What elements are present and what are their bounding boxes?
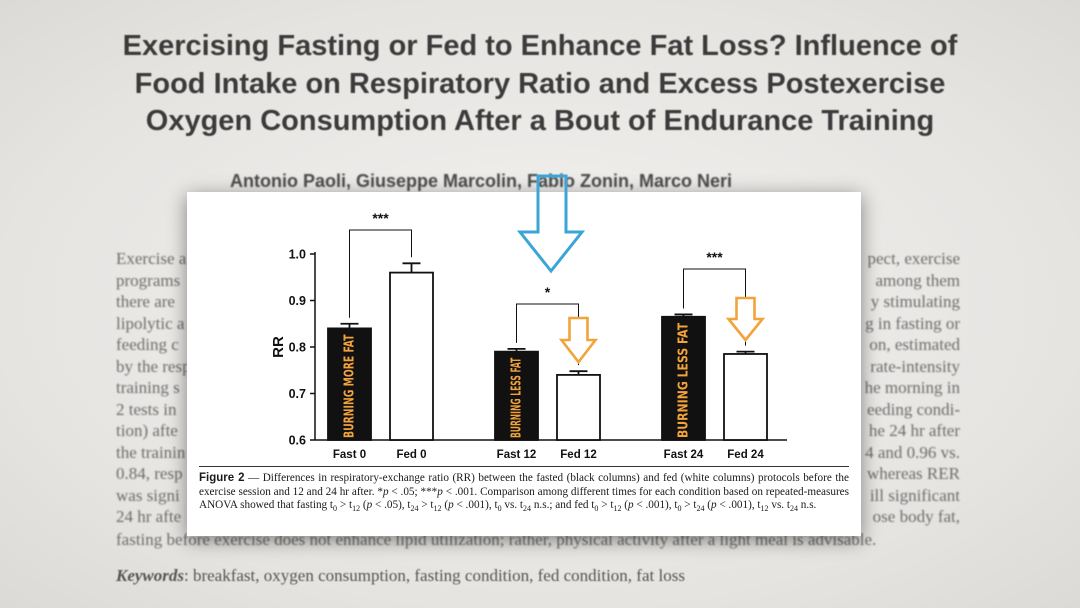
y-tick-label: 0.8 <box>289 341 306 355</box>
y-tick-label: 0.7 <box>289 387 306 401</box>
abstract-line: tion) afte <box>116 421 178 440</box>
abstract-line: ose body fat, <box>872 507 960 526</box>
bar-fast-24 <box>661 315 706 441</box>
rr-bar-chart: 0.6 0.7 0.8 0.9 1.0 RR Fast 0 Fed 0 Fast 12 Fed 1… <box>270 210 787 461</box>
bar-fast-0 <box>327 327 372 441</box>
arrow-down-icon <box>725 296 766 343</box>
abstract-line: lipolytic a <box>116 313 185 333</box>
x-tick-label: Fast 0 <box>333 449 366 461</box>
figure-card: 0.6 0.7 0.8 0.9 1.0 RR Fast 0 Fed 0 Fast 12 Fed 1… <box>187 192 861 536</box>
abstract-line: training s <box>116 378 180 397</box>
x-tick-label: Fed 24 <box>727 449 764 461</box>
significance-label: *** <box>372 210 389 226</box>
abstract-line: there are <box>116 292 175 311</box>
keywords-line: Keywords: breakfast, oxygen consumption,… <box>116 566 685 586</box>
abstract-line: among them <box>875 270 960 290</box>
x-tick-label: Fed 0 <box>396 449 426 461</box>
significance-label: *** <box>706 249 723 265</box>
figure-caption-body: — Differences in respiratory-exchange ra… <box>199 472 850 514</box>
abstract-line: the trainin <box>116 442 186 462</box>
abstract-line: 2 tests in <box>116 399 177 419</box>
bar-fast-12 <box>494 350 539 441</box>
bar-fed-0 <box>389 271 434 441</box>
keywords-label: Keywords <box>116 566 184 585</box>
bar-fed-24 <box>723 353 768 441</box>
abstract-line: programs <box>116 270 181 290</box>
abstract-line: pect, exercise <box>867 249 961 268</box>
abstract-line: by the resp <box>116 356 191 376</box>
abstract-line: 4 and 0.96 vs. <box>865 442 960 462</box>
arrow-down-icon <box>558 316 599 365</box>
abstract-line: g in fasting or <box>865 313 960 333</box>
abstract-line: eeding condi- <box>867 399 960 419</box>
y-tick-label: 1.0 <box>289 248 306 262</box>
y-axis-title: RR <box>270 336 287 358</box>
abstract-line: feeding c <box>116 335 179 354</box>
abstract-line: 24 hr afte <box>116 507 182 526</box>
y-tick-label: 0.9 <box>289 294 306 308</box>
bar-overlay-label: BURNING MORE FAT <box>342 334 358 438</box>
significance-bracket <box>349 229 412 318</box>
x-tick-label: Fast 24 <box>664 449 704 461</box>
keywords-text: : breakfast, oxygen consumption, fasting… <box>184 566 685 585</box>
caption-divider <box>199 466 849 467</box>
abstract-line: Exercise a <box>116 249 187 268</box>
significance-label: * <box>545 284 551 300</box>
figure-caption-label: Figure 2 <box>199 472 245 484</box>
x-tick-label: Fast 12 <box>497 449 537 461</box>
bar-overlay-label: BURNING LESS FAT <box>509 357 525 438</box>
title-line-1: Exercising Fasting or Fed to Enhance Fat… <box>122 30 958 62</box>
title-line-3: Oxygen Consumption After a Bout of Endur… <box>145 105 935 137</box>
bar-overlay-label: BURNING LESS FAT <box>676 322 692 438</box>
abstract-line: he morning in <box>864 378 960 397</box>
y-tick-label: 0.6 <box>289 434 306 448</box>
paper-authors: Antonio Paoli, Giuseppe Marcolin, Fabio … <box>230 171 733 191</box>
x-tick-label: Fed 12 <box>560 449 596 461</box>
abstract-line: y stimulating <box>870 292 960 311</box>
abstract-line: ill significant <box>869 485 960 505</box>
abstract-line: was signi <box>116 485 180 505</box>
paper-title: Exercising Fasting or Fed to Enhance Fat… <box>40 28 1040 141</box>
abstract-line: he 24 hr after <box>868 421 960 440</box>
figure-caption: Figure 2 — Differences in respiratory-ex… <box>199 472 849 516</box>
abstract-line: on, estimated <box>869 335 960 354</box>
abstract-line: rate-intensity <box>870 356 960 376</box>
abstract-line: 0.84, resp <box>116 464 183 483</box>
title-line-2: Food Intake on Respiratory Ratio and Exc… <box>134 67 946 100</box>
bar-fed-12 <box>556 373 601 441</box>
abstract-line: whereas RER <box>866 464 960 483</box>
